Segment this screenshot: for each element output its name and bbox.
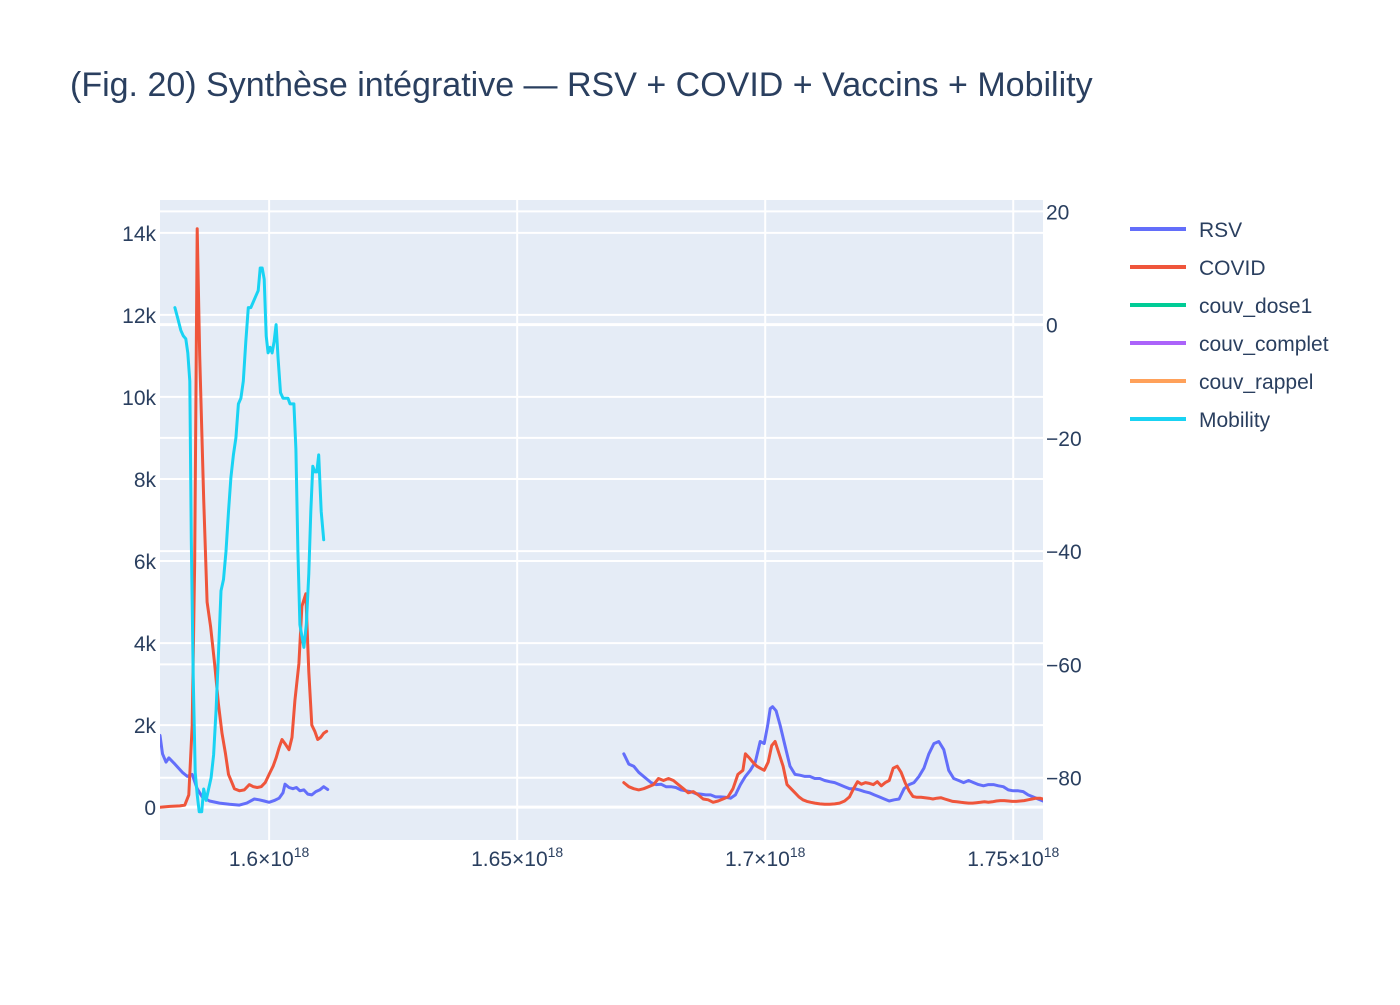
y2-tick-label: −80 (1046, 768, 1082, 791)
y-tick-label: 8k (134, 469, 157, 492)
legend-label: Mobility (1199, 409, 1271, 432)
legend-label: couv_dose1 (1199, 295, 1312, 318)
x-tick-label: 1.65×1018 (471, 844, 563, 871)
legend-label: couv_complet (1199, 333, 1329, 356)
y2-tick-label: 20 (1046, 201, 1069, 224)
y-tick-label: 12k (122, 305, 156, 328)
plot-area (160, 200, 1043, 840)
y-tick-label: 4k (134, 633, 157, 656)
y2-tick-label: 0 (1046, 315, 1058, 338)
legend-item-couv-rappel[interactable]: couv_rappel (1130, 371, 1313, 394)
grid-lines (160, 200, 1043, 840)
x-tick-label: 1.7×1018 (725, 844, 806, 871)
legend-item-couv-complet[interactable]: couv_complet (1130, 333, 1329, 356)
series-line-covid (160, 227, 329, 809)
legend-item-covid[interactable]: COVID (1130, 257, 1266, 280)
legend-label: couv_rappel (1199, 371, 1313, 394)
y2-tick-label: −60 (1046, 654, 1082, 677)
legend-label: RSV (1199, 219, 1242, 242)
y2-tick-label: −20 (1046, 428, 1082, 451)
legend-item-couv-dose1[interactable]: couv_dose1 (1130, 295, 1312, 318)
series-lines (160, 227, 1043, 814)
y-tick-label: 0 (144, 797, 156, 820)
y-tick-label: 10k (122, 387, 156, 410)
legend-item-rsv[interactable]: RSV (1130, 219, 1242, 242)
x-tick-label: 1.6×1018 (229, 844, 310, 871)
series-line-covid (622, 740, 1043, 806)
axes: 1.6×1018 1.65×1018 1.7×1018 1.75×1018 0 2k 4k 6… (122, 201, 1081, 871)
plot-background (160, 200, 1043, 840)
legend-label: COVID (1199, 257, 1266, 280)
y-tick-label: 2k (134, 715, 157, 738)
series-line-rsv (160, 733, 330, 807)
x-tick-label: 1.75×1018 (967, 844, 1059, 871)
y-tick-label: 6k (134, 551, 157, 574)
chart-title: (Fig. 20) Synthèse intégrative — RSV + C… (70, 66, 1093, 104)
legend-item-mobility[interactable]: Mobility (1130, 409, 1271, 432)
series-line-mobility (173, 266, 326, 814)
y-tick-label: 14k (122, 223, 156, 246)
y2-tick-label: −40 (1046, 541, 1082, 564)
legend: RSV COVID couv_dose1 couv_complet couv_rappe… (1130, 219, 1329, 432)
